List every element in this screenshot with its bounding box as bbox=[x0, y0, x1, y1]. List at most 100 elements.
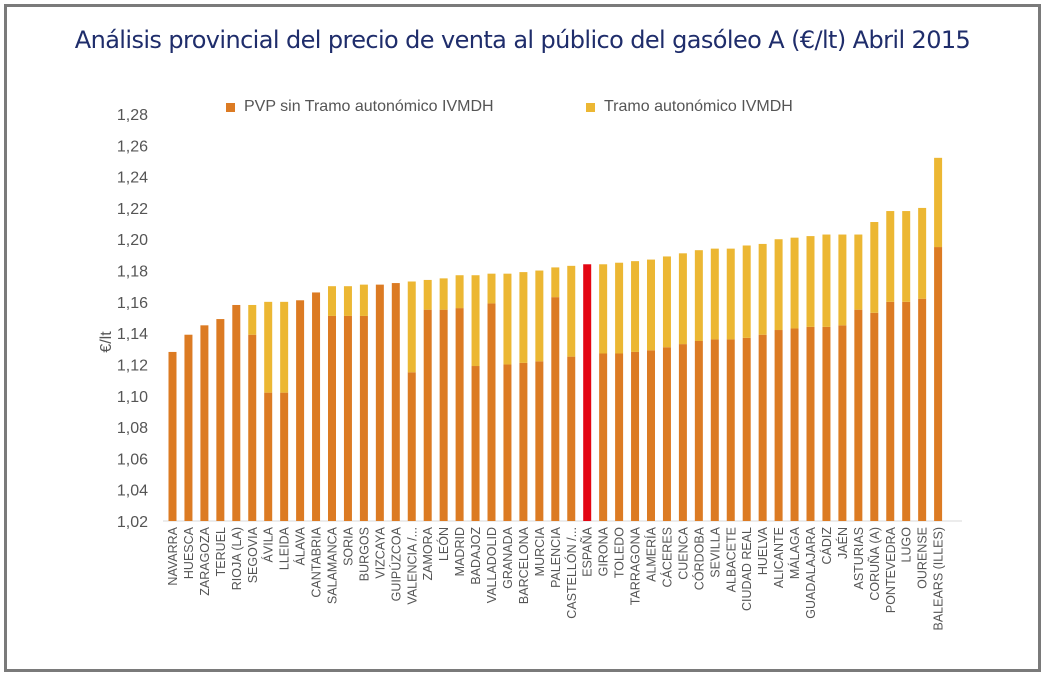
bar-pvp-27 bbox=[599, 353, 608, 521]
bar-tramo-7 bbox=[280, 301, 289, 393]
x-tick-label: MÁLAGA bbox=[787, 526, 802, 579]
bar-pvp-24 bbox=[551, 297, 560, 521]
chart-title: Análisis provincial del precio de venta … bbox=[74, 26, 971, 54]
y-tick-label: 1,18 bbox=[117, 264, 148, 281]
x-tick-label: OURENSE bbox=[916, 527, 930, 589]
bar-pvp-19 bbox=[471, 366, 480, 521]
bar-tramo-33 bbox=[694, 250, 703, 341]
x-tick-label: GIRONA bbox=[597, 526, 611, 576]
legend-label-tramo: Tramo autonómico IVMDH bbox=[604, 98, 793, 115]
x-tick-label: VALENCIA /... bbox=[405, 527, 419, 605]
bars bbox=[168, 157, 943, 522]
bar-tramo-35 bbox=[726, 248, 735, 340]
bar-pvp-11 bbox=[343, 315, 352, 521]
bar-tramo-24 bbox=[551, 267, 560, 298]
y-tick-label: 1,08 bbox=[117, 420, 148, 437]
bar-tramo-31 bbox=[662, 256, 671, 348]
bar-pvp-0 bbox=[168, 351, 177, 521]
bar-tramo-21 bbox=[503, 273, 512, 365]
bar-pvp-48 bbox=[934, 247, 943, 522]
bar-tramo-27 bbox=[599, 264, 608, 354]
bar-pvp-10 bbox=[328, 315, 336, 521]
bar-pvp-29 bbox=[631, 351, 640, 521]
x-tick-label: SEVILLA bbox=[708, 526, 722, 577]
x-tick-label: ALMERÍA bbox=[644, 526, 659, 582]
bar-pvp-9 bbox=[312, 292, 321, 521]
bar-tramo-42 bbox=[838, 234, 847, 326]
y-tick-label: 1,20 bbox=[117, 232, 148, 249]
legend-swatch-tramo bbox=[586, 102, 595, 112]
x-tick-label: CUENCA bbox=[676, 526, 690, 579]
x-tick-label: SEGOVIA bbox=[246, 526, 260, 583]
x-tick-label: ALICANTE bbox=[772, 527, 786, 588]
bar-tramo-44 bbox=[870, 222, 879, 313]
bar-tramo-29 bbox=[631, 261, 640, 352]
bar-tramo-17 bbox=[439, 278, 448, 310]
x-tick-label: PALENCIA bbox=[549, 526, 563, 588]
bar-pvp-40 bbox=[806, 326, 815, 521]
bar-tramo-48 bbox=[934, 157, 943, 248]
bar-tramo-11 bbox=[343, 286, 352, 316]
bar-tramo-36 bbox=[742, 245, 751, 338]
bar-tramo-41 bbox=[822, 234, 831, 327]
bar-pvp-42 bbox=[838, 325, 847, 521]
x-tick-label: CÓRDOBA bbox=[691, 526, 706, 590]
bar-pvp-39 bbox=[790, 328, 799, 521]
bar-tramo-25 bbox=[567, 265, 576, 357]
bar-pvp-41 bbox=[822, 326, 831, 521]
bar-pvp-7 bbox=[280, 392, 289, 521]
y-tick-label: 1,04 bbox=[117, 483, 148, 500]
y-tick-label: 1,06 bbox=[117, 451, 148, 468]
y-tick-label: 1,28 bbox=[117, 107, 148, 124]
y-tick-label: 1,10 bbox=[117, 389, 148, 406]
bar-pvp-8 bbox=[296, 300, 305, 521]
x-tick-label: HUELVA bbox=[756, 526, 770, 575]
bar-pvp-46 bbox=[902, 301, 911, 521]
x-tick-label: SORIA bbox=[341, 526, 355, 566]
bar-pvp-3 bbox=[216, 319, 225, 521]
x-tick-label: LEÓN bbox=[436, 527, 451, 561]
bar-pvp-13 bbox=[375, 284, 384, 521]
bar-tramo-23 bbox=[535, 270, 544, 362]
x-tick-label: ESPAÑA bbox=[581, 526, 595, 576]
y-tick-label: 1,24 bbox=[117, 170, 148, 187]
x-tick-label: ASTURIAS bbox=[852, 527, 866, 590]
x-tick-label: BARCELONA bbox=[517, 526, 531, 604]
x-tick-label: BURGOS bbox=[357, 527, 371, 581]
x-tick-label: ZARAGOZA bbox=[198, 526, 212, 595]
bar-tramo-22 bbox=[519, 272, 528, 363]
bar-pvp-18 bbox=[455, 308, 464, 521]
x-tick-label: CIUDAD REAL bbox=[740, 527, 754, 611]
x-tick-label: MADRID bbox=[453, 527, 467, 576]
bar-tramo-46 bbox=[902, 211, 911, 302]
bar-tramo-16 bbox=[423, 279, 432, 310]
bar-pvp-35 bbox=[726, 339, 735, 521]
bar-tramo-5 bbox=[248, 304, 257, 335]
bar-pvp-31 bbox=[662, 347, 671, 521]
x-tick-label: TARRAGONA bbox=[629, 526, 643, 605]
bar-pvp-6 bbox=[264, 392, 273, 521]
bar-pvp-36 bbox=[742, 337, 751, 521]
bar-tramo-10 bbox=[328, 286, 336, 316]
x-tick-label: LUGO bbox=[900, 527, 914, 563]
bar-pvp-34 bbox=[710, 339, 719, 521]
bar-tramo-19 bbox=[471, 275, 480, 367]
x-tick-label: MURCIA bbox=[533, 526, 547, 576]
bar-pvp-45 bbox=[886, 301, 895, 521]
legend-swatch-pvp bbox=[226, 102, 235, 112]
x-tick-label: GUIPÚZCOA bbox=[388, 526, 403, 601]
bar-tramo-38 bbox=[774, 239, 783, 331]
bar-tramo-12 bbox=[359, 284, 368, 316]
x-tick-label: TOLEDO bbox=[613, 527, 627, 578]
bar-pvp-37 bbox=[758, 334, 767, 521]
y-tick-label: 1,12 bbox=[117, 357, 148, 374]
x-tick-label: JAÉN bbox=[835, 527, 850, 559]
legend-item-pvp: PVP sin Tramo autonómico IVMDH bbox=[226, 98, 494, 116]
x-tick-label: ALBACETE bbox=[724, 527, 738, 592]
bar-pvp-4 bbox=[232, 304, 241, 521]
x-tick-label: CANTABRIA bbox=[310, 526, 324, 597]
bar-pvp-38 bbox=[774, 330, 783, 521]
bar-tramo-45 bbox=[886, 211, 895, 302]
bar-pvp-28 bbox=[615, 353, 624, 521]
